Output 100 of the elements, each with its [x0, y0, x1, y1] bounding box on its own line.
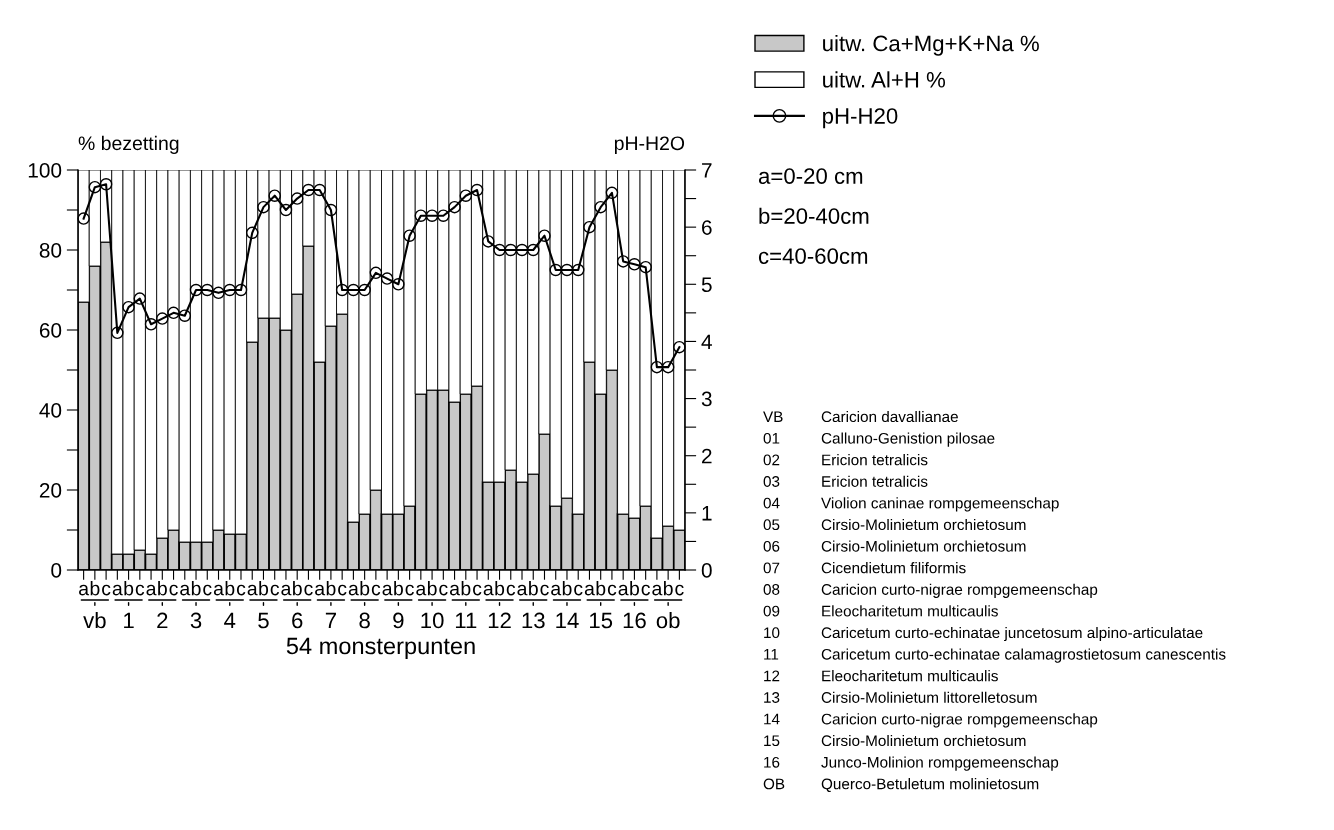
text: 10 Caricetum curto-echinatae juncetosum alpino-articulatae	[764, 626, 1203, 642]
text: 07 Cicendietum filiformis	[763, 562, 966, 574]
point	[470, 183, 484, 197]
point	[358, 283, 371, 297]
point	[133, 292, 147, 305]
text: 3	[190, 612, 202, 629]
point	[99, 178, 113, 191]
x-tick-label: b	[495, 581, 505, 596]
text: 06 Cirsio-Molinietum orchietosum	[763, 540, 1026, 552]
point	[302, 183, 315, 197]
text: OB Querco-Betuletum molinietosum	[763, 778, 1039, 793]
text: a=0-20 cm	[758, 168, 863, 184]
x-tick-label: a	[112, 584, 123, 596]
y-tick-label: 40	[39, 403, 62, 418]
x-tick-label: a	[247, 584, 258, 596]
point	[538, 229, 551, 242]
text: 02 Ericion tetralicis	[763, 454, 928, 466]
text: 15	[590, 612, 613, 629]
y2-tick-label: 2	[702, 448, 712, 464]
x-tick-label: b	[360, 581, 370, 596]
text: VB Caricion davallianae	[763, 410, 958, 423]
x-tick-label: c	[405, 584, 414, 596]
text: 7	[325, 612, 336, 629]
point	[290, 192, 304, 205]
x-tick-label: b	[663, 581, 673, 596]
y2-axis-title: pH-H2O	[614, 136, 685, 154]
x-tick-label: b	[427, 581, 437, 596]
point	[88, 180, 102, 194]
point	[403, 229, 416, 242]
y2-tick-label: 5	[701, 277, 712, 293]
x-tick-label: b	[259, 581, 269, 596]
point	[605, 186, 619, 200]
x-tick-label: b	[596, 581, 606, 596]
text: 10	[421, 612, 444, 629]
y-axis-title: % bezetting	[78, 135, 179, 154]
text: 8	[359, 612, 370, 629]
point	[650, 360, 664, 374]
text: 13	[522, 612, 545, 629]
text: 2	[157, 612, 168, 629]
y2-tick-label: 0	[701, 563, 712, 578]
x-tick-label: a	[618, 584, 629, 596]
point	[515, 243, 529, 257]
point	[526, 243, 540, 257]
point	[144, 318, 158, 331]
point	[324, 203, 338, 217]
point	[392, 278, 405, 291]
point	[594, 200, 607, 214]
x-tick-label: a	[79, 584, 90, 596]
x-tick-label: a	[483, 584, 494, 596]
x-tick-label: c	[135, 584, 145, 596]
point	[335, 283, 349, 297]
x-tick-label: c	[506, 584, 516, 596]
point	[482, 235, 495, 248]
x-tick-label: c	[540, 584, 549, 596]
x-tick-label: a	[449, 584, 460, 596]
text: 12 Eleocharitetum multicaulis	[764, 670, 998, 682]
x-axis-title: 54 monsterpunten	[286, 637, 475, 660]
x-tick-label: a	[180, 584, 191, 596]
x-tick-label: b	[225, 581, 235, 596]
x-tick-label: a	[517, 584, 528, 596]
point	[167, 306, 180, 320]
point	[156, 312, 169, 325]
legend-label: uitw. Ca+Mg+K+Na %	[823, 35, 1039, 56]
text: 04 Violion caninae rompgemeenschap	[763, 497, 1059, 512]
x-tick-label: c	[371, 584, 381, 596]
point	[268, 189, 281, 202]
y2-tick-label: 4	[701, 334, 712, 349]
text: 01 Calluno-Genistion pilosae	[763, 432, 995, 447]
x-tick-label: a	[281, 584, 292, 596]
text: 05 Cirsio-Molinietum orchietosum	[763, 518, 1026, 531]
text: 6	[292, 612, 303, 629]
y-tick-label: 20	[39, 483, 62, 498]
legend-label: pH-H20	[823, 108, 898, 129]
x-tick-label: c	[641, 584, 651, 596]
point	[369, 266, 383, 280]
x-tick-label: c	[169, 584, 178, 596]
x-tick-label: c	[607, 584, 617, 596]
x-tick-label: c	[203, 584, 212, 596]
point	[245, 226, 259, 240]
point	[448, 200, 461, 214]
point	[77, 212, 90, 225]
text: 16 Junco-Molinion rompgemeenschap	[764, 756, 1059, 771]
x-tick-label: b	[293, 581, 302, 596]
x-tick-label: c	[102, 584, 111, 596]
point	[189, 283, 203, 297]
x-tick-label: c	[473, 584, 482, 596]
x-tick-label: a	[416, 584, 427, 596]
text: 1	[124, 612, 134, 629]
x-tick-label: b	[191, 581, 201, 596]
text: 15 Cirsio-Molinietum orchietosum	[764, 734, 1026, 747]
point	[616, 255, 630, 268]
point	[560, 263, 574, 277]
x-tick-label: a	[213, 584, 224, 596]
text: 08 Caricion curto-nigrae rompgemeenschap	[763, 583, 1098, 598]
point	[122, 300, 135, 314]
y2-tick-label: 3	[701, 391, 712, 407]
legend-label: uitw. Al+H %	[823, 71, 946, 88]
point	[673, 340, 686, 354]
point	[437, 209, 450, 222]
x-tick-label: a	[584, 584, 595, 596]
